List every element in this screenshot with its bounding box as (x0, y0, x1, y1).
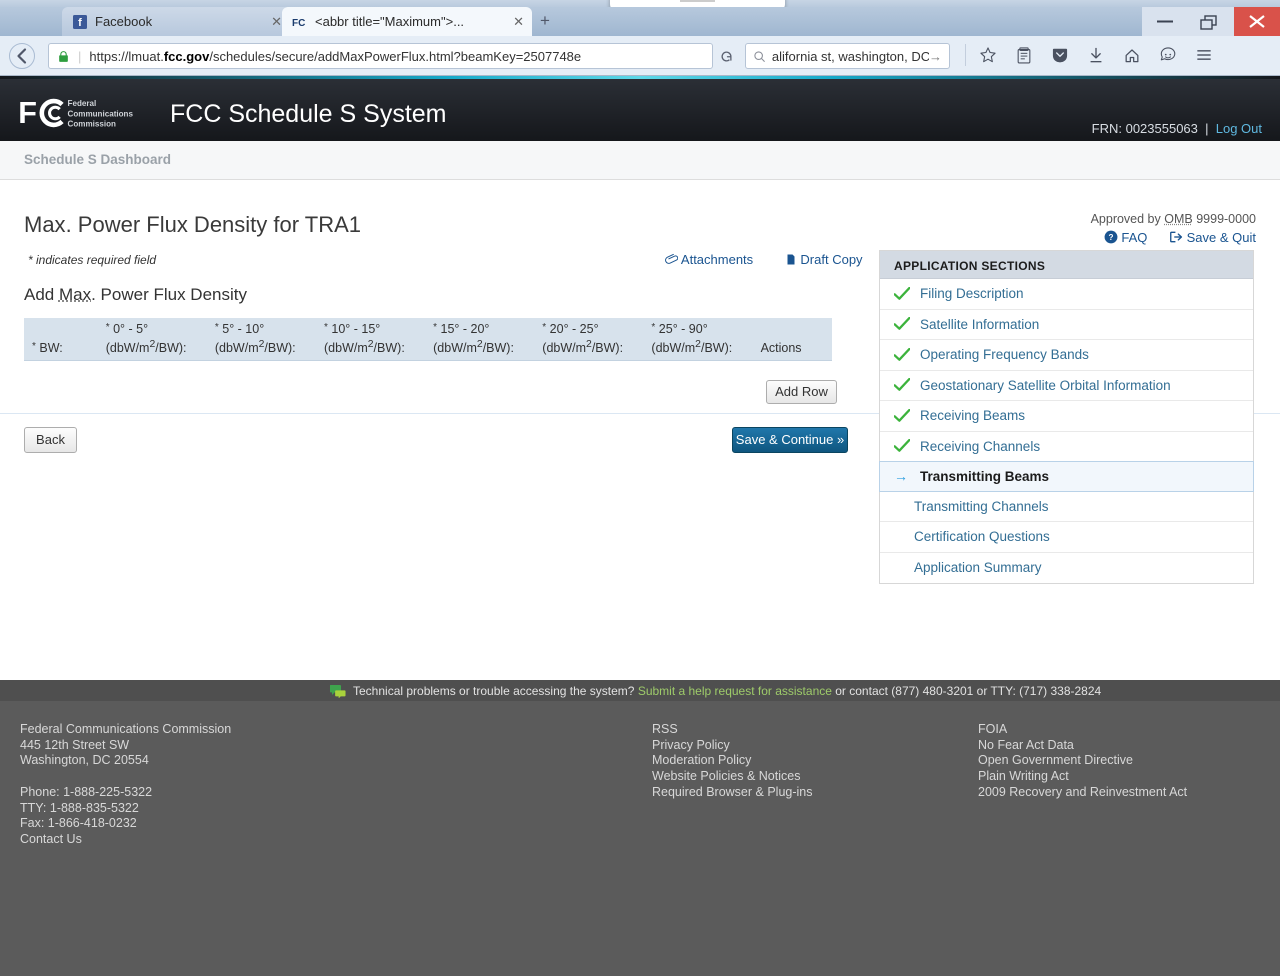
svg-text:F: F (18, 96, 37, 130)
svg-text:f: f (78, 17, 82, 29)
svg-text:Federal: Federal (68, 99, 97, 108)
svg-text:?: ? (1108, 233, 1113, 242)
svg-text:FC: FC (292, 18, 305, 29)
svg-text:Communications: Communications (68, 109, 134, 118)
svg-text:Commission: Commission (68, 120, 116, 129)
